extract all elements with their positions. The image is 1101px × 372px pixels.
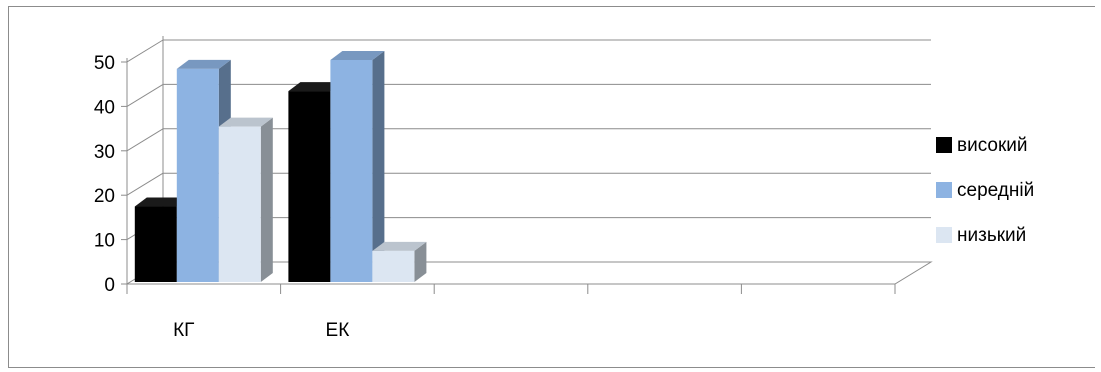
y-tick-labels: 0 10 20 30 40 50 <box>94 53 115 296</box>
bar <box>218 117 273 282</box>
bar-side <box>260 117 273 282</box>
legend-label: середній <box>957 180 1034 201</box>
bars <box>134 51 427 282</box>
bar-side <box>414 241 427 282</box>
side-gridline <box>126 172 164 196</box>
legend-swatch <box>936 182 952 198</box>
bar-front <box>330 60 373 282</box>
y-tick-label: 50 <box>94 53 115 74</box>
side-gridline <box>126 39 164 63</box>
bar-front <box>134 206 177 282</box>
legend-swatch <box>936 227 952 243</box>
category-labels: КГ ЕК <box>173 320 349 341</box>
y-tick-label: 20 <box>94 186 115 207</box>
chart-frame <box>8 6 1095 368</box>
bar-top <box>134 197 189 207</box>
bar-top <box>372 241 427 251</box>
legend-swatch <box>936 137 952 153</box>
axes <box>121 58 896 294</box>
bar-front <box>372 250 415 282</box>
bar-top <box>330 51 385 60</box>
y-tick-label: 40 <box>94 97 115 118</box>
y-tick-label: 30 <box>94 142 115 163</box>
y-tick-label: 0 <box>104 275 115 296</box>
bar-side <box>372 51 385 282</box>
bar-top <box>288 82 343 92</box>
category-label: КГ <box>173 320 194 341</box>
legend: високий середній низький <box>936 135 1034 246</box>
side-gridline <box>126 83 164 107</box>
bar <box>372 241 427 282</box>
legend-label: низький <box>957 225 1026 246</box>
bar <box>134 197 189 282</box>
bar-front <box>288 91 331 282</box>
side-gridline <box>126 128 164 152</box>
bar <box>330 51 385 282</box>
bar-top <box>176 59 231 69</box>
bar-top <box>218 117 273 127</box>
bar-front <box>218 126 261 282</box>
category-label: ЕК <box>326 320 350 341</box>
bar-front <box>176 68 219 282</box>
y-tick-label: 10 <box>94 231 115 252</box>
legend-label: високий <box>957 135 1028 156</box>
